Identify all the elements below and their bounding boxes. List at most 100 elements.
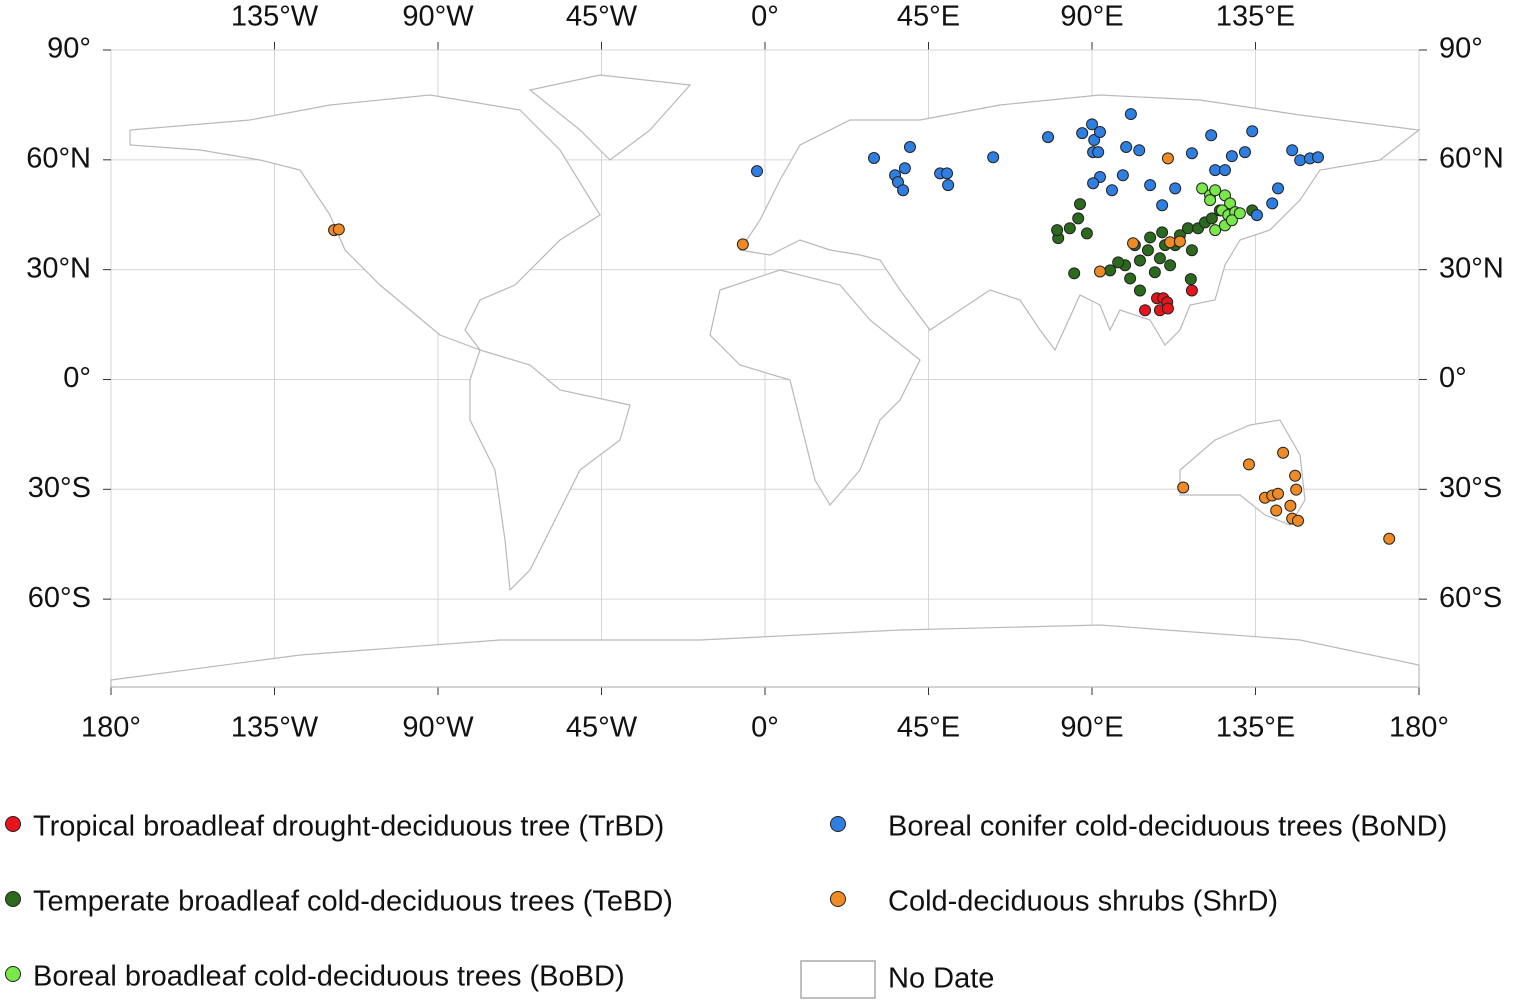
y-tick-label: 60°S bbox=[28, 582, 91, 614]
site-point bbox=[1205, 212, 1218, 225]
site-point bbox=[1127, 237, 1140, 250]
site-point bbox=[1266, 197, 1279, 210]
north-america bbox=[129, 94, 601, 352]
site-point bbox=[868, 151, 880, 164]
site-point bbox=[1116, 169, 1129, 182]
site-point bbox=[1042, 131, 1055, 144]
site-point bbox=[1105, 184, 1118, 197]
site-point bbox=[941, 167, 954, 180]
site-point bbox=[1153, 252, 1166, 265]
x-tick-label: 135°E bbox=[1216, 1, 1295, 33]
site-point bbox=[1164, 259, 1177, 272]
site-point bbox=[1076, 127, 1089, 140]
site-point bbox=[332, 223, 345, 236]
site-point bbox=[1092, 146, 1105, 159]
africa bbox=[709, 269, 921, 507]
y-tick-label: 0° bbox=[1439, 362, 1467, 394]
legend-label: No Date bbox=[888, 963, 994, 995]
site-point bbox=[1080, 227, 1093, 240]
y-tick-label: 30°N bbox=[26, 252, 91, 284]
site-point bbox=[1133, 144, 1146, 157]
site-point bbox=[1148, 266, 1161, 279]
y-tick-label: 60°N bbox=[26, 142, 91, 174]
site-point bbox=[1173, 235, 1186, 248]
site-point bbox=[1120, 141, 1133, 154]
x-tick-label: 135°E bbox=[1216, 712, 1295, 744]
y-tick-label: 60°N bbox=[1439, 142, 1504, 174]
site-point bbox=[1144, 231, 1157, 244]
site-point bbox=[1156, 226, 1169, 239]
site-point bbox=[1224, 197, 1237, 210]
site-point bbox=[903, 141, 916, 154]
site-point bbox=[1139, 304, 1152, 317]
x-tick-label: 90°W bbox=[402, 712, 474, 744]
site-point bbox=[1205, 129, 1218, 142]
site-point bbox=[1204, 194, 1217, 207]
site-point bbox=[1209, 184, 1222, 197]
site-point bbox=[1272, 182, 1285, 195]
site-point bbox=[897, 184, 910, 197]
site-point bbox=[1068, 267, 1081, 280]
x-tick-label: 180° bbox=[1389, 712, 1449, 744]
site-point bbox=[1286, 144, 1299, 157]
site-point bbox=[1277, 446, 1290, 459]
site-point bbox=[1074, 198, 1087, 211]
site-point bbox=[1144, 179, 1157, 192]
legend-label: Temperate broadleaf cold-deciduous trees… bbox=[33, 886, 673, 918]
site-point bbox=[1242, 458, 1255, 471]
site-point bbox=[1185, 284, 1198, 297]
y-tick-label: 90° bbox=[1439, 33, 1483, 65]
y-tick-label: 0° bbox=[63, 362, 91, 394]
y-tick-label: 90° bbox=[47, 33, 91, 65]
legend-marker bbox=[830, 891, 846, 907]
site-point bbox=[1063, 222, 1076, 235]
site-point bbox=[1289, 469, 1302, 482]
legend-label: Tropical broadleaf drought-deciduous tre… bbox=[33, 811, 664, 843]
site-point bbox=[1185, 244, 1198, 257]
y-tick-label: 30°S bbox=[1439, 472, 1502, 504]
legend-label: Boreal broadleaf cold-deciduous trees (B… bbox=[33, 961, 625, 993]
y-tick-label: 30°N bbox=[1439, 252, 1504, 284]
x-tick-label: 45°W bbox=[566, 1, 638, 33]
site-point bbox=[1209, 224, 1222, 237]
site-point bbox=[1246, 125, 1259, 138]
site-point bbox=[1141, 244, 1154, 257]
site-point bbox=[1156, 199, 1169, 212]
site-point bbox=[1124, 272, 1137, 285]
x-tick-label: 135°W bbox=[231, 712, 319, 744]
legend-marker bbox=[830, 816, 846, 832]
site-point bbox=[1225, 214, 1238, 227]
site-point bbox=[1292, 514, 1305, 527]
x-tick-label: 90°E bbox=[1060, 1, 1123, 33]
x-tick-label: 45°E bbox=[897, 712, 960, 744]
site-point bbox=[1184, 273, 1197, 286]
site-point bbox=[1185, 147, 1198, 160]
x-tick-label: 0° bbox=[751, 712, 779, 744]
site-point bbox=[1124, 108, 1137, 121]
site-point bbox=[1133, 254, 1146, 267]
site-point bbox=[1161, 152, 1174, 165]
site-point bbox=[1383, 532, 1396, 545]
legend-label: Cold-deciduous shrubs (ShrD) bbox=[888, 886, 1278, 918]
x-tick-label: 90°E bbox=[1060, 712, 1123, 744]
site-point bbox=[1218, 164, 1231, 177]
x-tick-label: 45°E bbox=[897, 1, 960, 33]
site-point bbox=[1086, 118, 1098, 131]
x-tick-label: 0° bbox=[751, 1, 779, 33]
no-date-swatch bbox=[800, 960, 876, 999]
x-tick-label: 180° bbox=[81, 712, 141, 744]
site-point bbox=[1181, 222, 1194, 235]
site-point bbox=[736, 238, 749, 251]
x-tick-label: 90°W bbox=[402, 1, 474, 33]
site-point bbox=[1088, 134, 1101, 147]
site-point bbox=[1093, 126, 1106, 139]
site-point bbox=[987, 151, 1000, 164]
site-point bbox=[1284, 499, 1297, 512]
south-america bbox=[469, 349, 631, 592]
site-point bbox=[1196, 182, 1209, 195]
site-point bbox=[1290, 483, 1303, 496]
site-point bbox=[1233, 207, 1246, 220]
site-point bbox=[1161, 302, 1174, 315]
x-tick-label: 135°W bbox=[231, 1, 319, 33]
